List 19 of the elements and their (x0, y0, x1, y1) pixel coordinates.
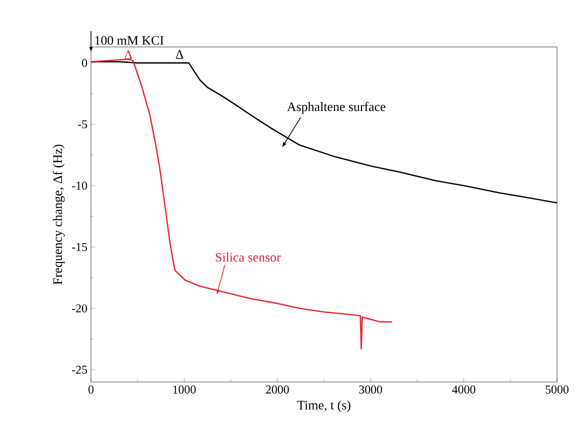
annotation: Silica sensor (216, 252, 281, 262)
y-tick-label: -20 (72, 304, 88, 312)
x-tick-label: 5000 (546, 386, 568, 394)
x-tick-label: 4000 (452, 386, 476, 394)
y-tick-label: 0 (82, 58, 88, 67)
x-tick-label: 2000 (266, 386, 289, 394)
x-tick-label: 1000 (173, 386, 196, 394)
x-axis-title: Time, t (s) (297, 400, 350, 412)
y-axis-title: Frequency change, Δf (Hz) (52, 144, 65, 284)
text: 100 mM KCI (95, 36, 164, 45)
x-tick-label: 3000 (359, 386, 382, 394)
annotation: Asphaltene surface (287, 102, 386, 114)
x-tick-label: 0 (88, 386, 94, 394)
y-tick-label: -15 (72, 243, 88, 251)
annotation: Δ (124, 50, 132, 60)
y-tick-label: -5 (78, 120, 88, 128)
annotation: Δ (176, 50, 184, 59)
y-tick-label: -10 (72, 182, 88, 190)
y-tick-label: -25 (72, 366, 88, 374)
